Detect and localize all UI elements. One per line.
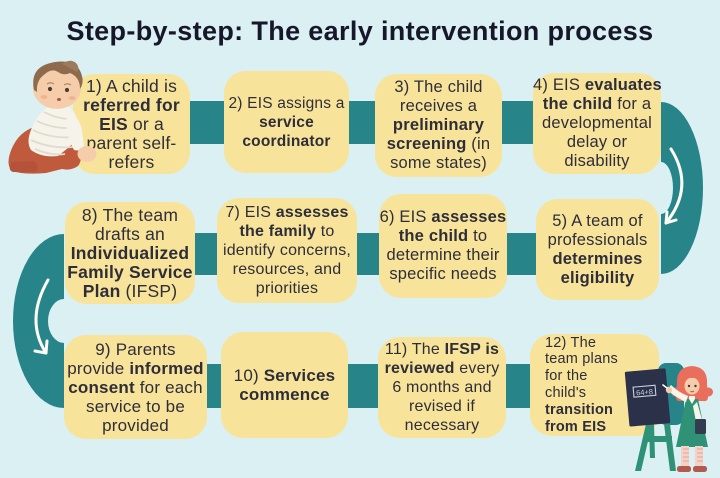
svg-text:64+8: 64+8 <box>636 387 654 397</box>
